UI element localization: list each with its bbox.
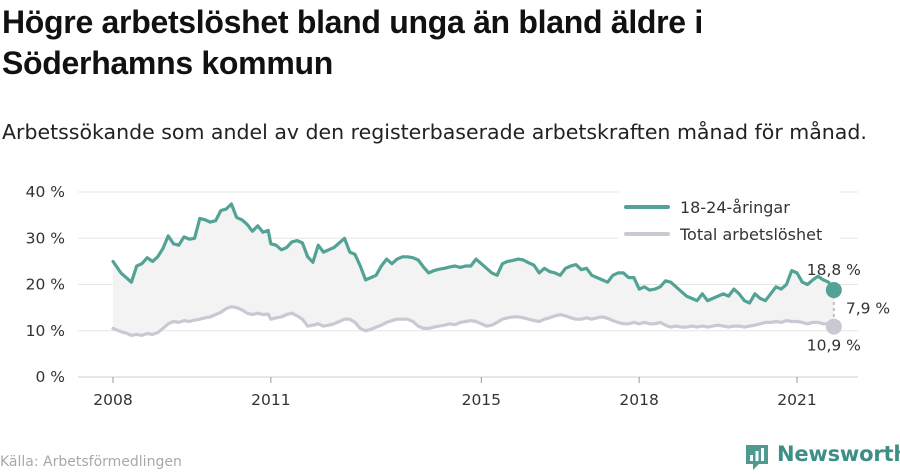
- x-tick-label: 2011: [251, 391, 290, 409]
- gap-band: [113, 204, 834, 336]
- x-tick-label: 2021: [777, 391, 816, 409]
- series-line-youth: [111, 202, 836, 305]
- legend-item-youth-label: 18-24-åringar: [680, 198, 790, 217]
- end-label-youth: 18,8 %: [807, 261, 861, 279]
- y-tick-label: 30 %: [26, 229, 65, 247]
- brand-logo[interactable]: Newsworthy: [744, 441, 900, 471]
- legend-item-total-label: Total arbetslöshet: [679, 225, 822, 244]
- y-tick-label: 40 %: [26, 183, 65, 201]
- end-label-total: 10,9 %: [807, 337, 861, 355]
- gap-label: 7,9 %: [846, 299, 890, 317]
- end-marker-youth: [825, 282, 842, 299]
- series-line-total: [111, 305, 836, 337]
- x-tick-label: 2015: [462, 391, 501, 409]
- y-tick-label: 20 %: [26, 276, 65, 294]
- newsworthy-logo-icon: [746, 445, 768, 470]
- legend-background: [618, 188, 840, 246]
- chart-title: Högre arbetslöshet bland unga än bland ä…: [2, 4, 703, 81]
- x-tick-label: 2008: [93, 391, 132, 409]
- source-note: Källa: Arbetsförmedlingen: [0, 454, 182, 470]
- x-tick-label: 2018: [619, 391, 658, 409]
- brand-name: Newsworthy: [777, 442, 900, 466]
- end-marker-total: [825, 318, 842, 335]
- y-tick-label: 10 %: [26, 322, 65, 340]
- chart-subtitle: Arbetssökande som andel av den registerb…: [2, 120, 867, 144]
- y-tick-label: 0 %: [35, 368, 65, 386]
